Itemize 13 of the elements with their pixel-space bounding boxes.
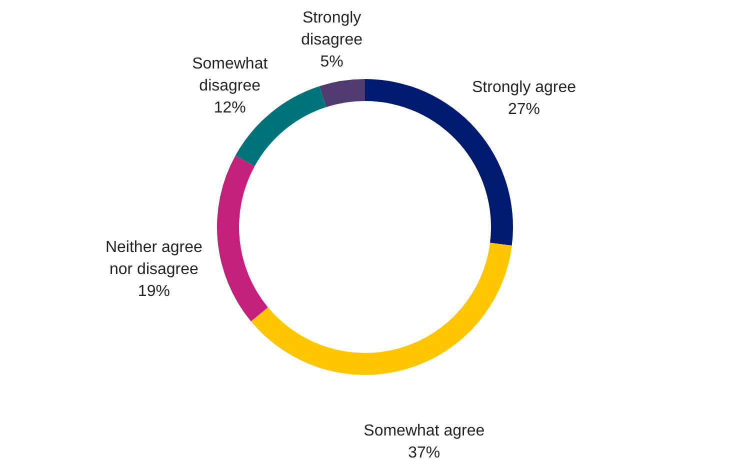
donut-slice [319,79,365,108]
donut-slice [217,156,268,322]
data-label: 19% [138,282,170,300]
slice-label: Strongly agree [472,78,576,96]
data-label: 37% [408,444,440,459]
slice-label: Strongly disagree [301,10,363,49]
data-label: 5% [320,54,344,71]
slice-label: Somewhat agree [364,422,485,440]
data-label: 12% [214,100,246,117]
donut-slice [250,242,512,375]
slice-label: Neither agree nor disagree [105,238,203,278]
slice-label: Somewhat disagree [192,56,268,95]
data-label: 27% [508,100,540,118]
